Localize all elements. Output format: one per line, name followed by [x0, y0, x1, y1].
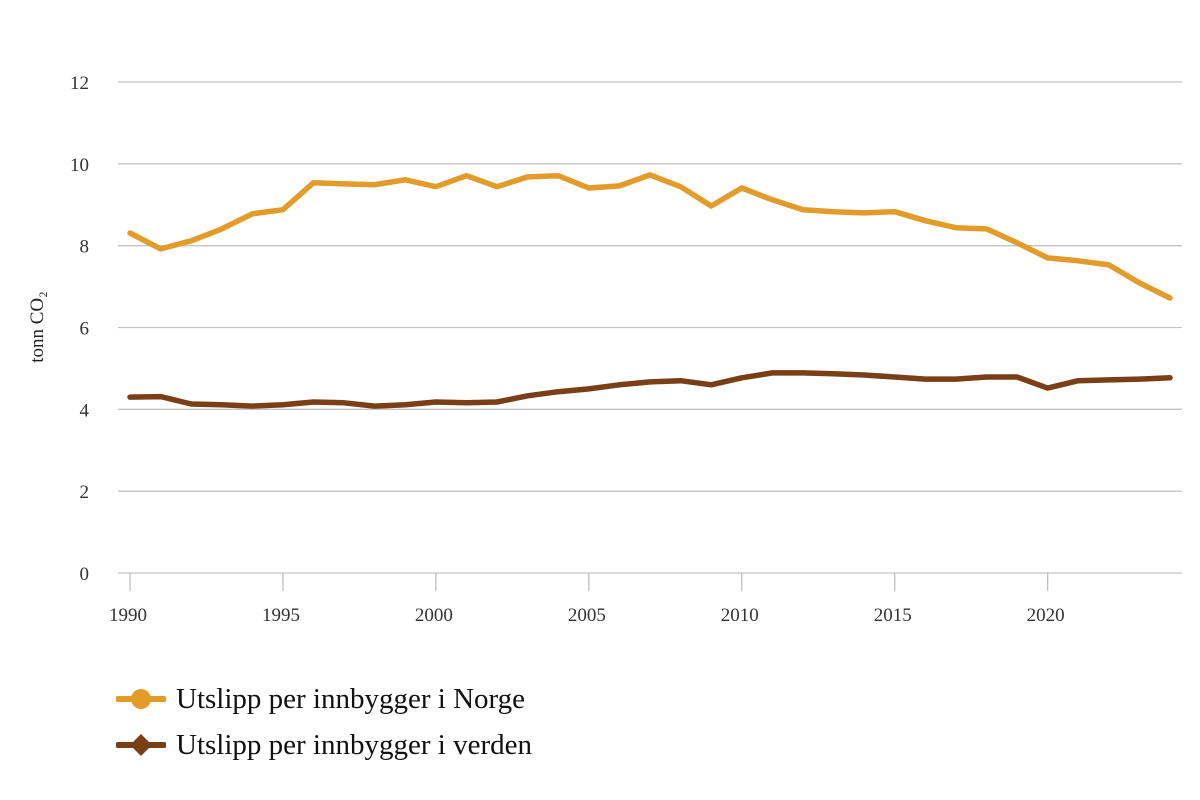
legend-item-norway[interactable]: Utslipp per innbygger i Norge	[116, 676, 532, 722]
series-line-world	[127, 370, 1173, 409]
x-tick-label: 2020	[1027, 605, 1065, 626]
x-tick-label: 2015	[874, 605, 912, 626]
x-tick-label: 2000	[415, 605, 453, 626]
legend: Utslipp per innbygger i Norge Utslipp pe…	[116, 676, 532, 768]
y-tick-label: 6	[80, 319, 90, 340]
series-line-norway	[127, 172, 1173, 301]
legend-diamond-marker-icon	[116, 734, 166, 756]
gridlines	[118, 81, 1182, 574]
y-tick-label: 0	[80, 564, 90, 585]
x-axis-ticks: 1990 1995 2000 2005 2010 2015 2020	[109, 573, 1065, 626]
y-tick-label: 10	[70, 155, 89, 176]
x-tick-label: 1990	[109, 605, 147, 626]
y-axis-title: tonn CO₂	[27, 291, 48, 363]
y-tick-label: 12	[70, 73, 89, 94]
y-tick-label: 2	[80, 482, 90, 503]
y-tick-label: 8	[80, 237, 90, 258]
x-tick-label: 1995	[262, 605, 300, 626]
y-tick-label: 4	[80, 400, 90, 421]
x-tick-label: 2005	[568, 605, 606, 626]
legend-label-world: Utslipp per innbygger i verden	[176, 728, 532, 761]
y-axis-ticks: 0 2 4 6 8 10 12	[70, 73, 90, 585]
series-lines	[127, 172, 1173, 409]
legend-circle-marker-icon	[116, 689, 166, 709]
legend-item-world[interactable]: Utslipp per innbygger i verden	[116, 722, 532, 768]
legend-label-norway: Utslipp per innbygger i Norge	[176, 682, 526, 715]
x-tick-label: 2010	[721, 605, 759, 626]
